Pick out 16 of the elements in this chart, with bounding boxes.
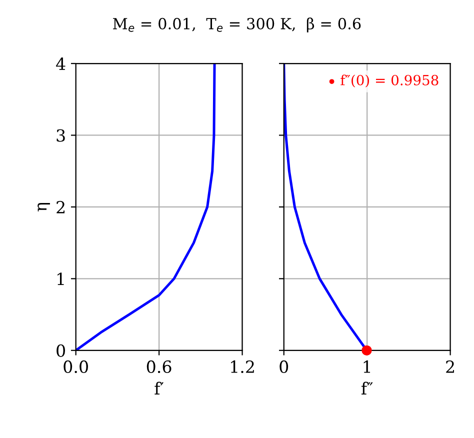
x-tick-label: 0 [280, 360, 288, 374]
y-tick-label: 2 [56, 200, 64, 214]
y-axis-title: η [38, 203, 50, 212]
x-tick-label: 0.0 [64, 360, 88, 374]
legend-label: f″(0) = 0.9958 [340, 74, 438, 88]
x-axis-title: f″ [361, 382, 373, 394]
y-tick-label: 0 [56, 344, 66, 357]
x-tick-label: 0.6 [146, 360, 172, 374]
y-tick-label: 4 [56, 57, 66, 70]
x-tick-label: 1.2 [231, 360, 254, 374]
chart-title: M$_{e}$ = 0.01, T$_{e}$ = 300 K, β = 0.6 [113, 18, 361, 32]
y-tick-label: 3 [56, 129, 65, 142]
x-tick-label: 2 [446, 360, 454, 373]
x-axis-title: f′ [154, 382, 164, 394]
y-tick-label: 1 [58, 272, 64, 286]
x-tick-label: 1 [364, 360, 370, 373]
